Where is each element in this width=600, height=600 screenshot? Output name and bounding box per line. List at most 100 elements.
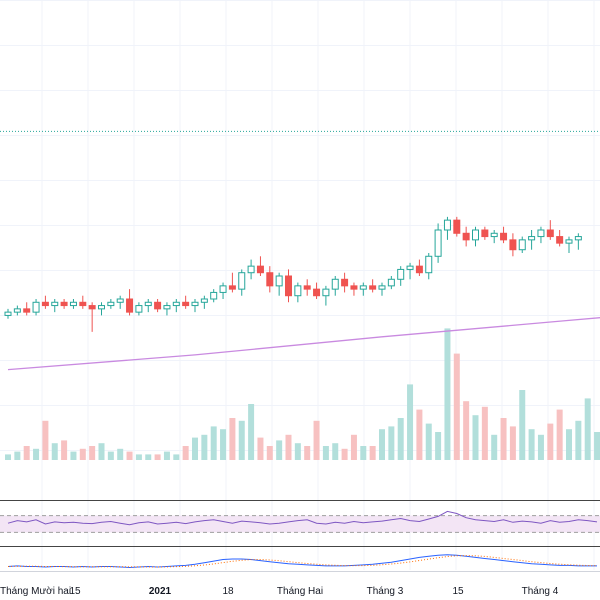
candle-body	[154, 301, 162, 310]
candle[interactable]	[228, 272, 236, 293]
x-tick-label: Tháng 3	[367, 586, 404, 597]
candle[interactable]	[406, 262, 414, 280]
volume-bar	[61, 440, 68, 460]
volume-bar	[444, 328, 451, 460]
volume-bar	[584, 398, 591, 460]
candle-body	[387, 278, 395, 287]
candle[interactable]	[500, 226, 508, 244]
candle-body	[350, 285, 358, 290]
candle[interactable]	[126, 289, 134, 316]
candle[interactable]	[210, 289, 218, 303]
x-tick-label: 15	[452, 586, 464, 597]
candle[interactable]	[135, 302, 143, 316]
volume-bar	[220, 429, 227, 460]
candle[interactable]	[285, 269, 292, 303]
candle[interactable]	[79, 295, 87, 309]
candle[interactable]	[509, 233, 517, 257]
candle[interactable]	[397, 266, 405, 286]
candle[interactable]	[144, 299, 152, 313]
rsi-line	[7, 510, 598, 526]
volume-bar	[23, 446, 30, 460]
candle[interactable]	[69, 299, 77, 309]
volume-bars	[5, 328, 600, 460]
candle[interactable]	[23, 302, 31, 316]
volume-bar	[388, 426, 395, 460]
candle-body	[41, 301, 49, 307]
candle[interactable]	[481, 226, 489, 240]
candle-body	[163, 305, 171, 310]
candle[interactable]	[98, 302, 105, 316]
candle[interactable]	[434, 223, 442, 263]
candle[interactable]	[490, 230, 498, 244]
volume-bar	[238, 420, 245, 460]
candle[interactable]	[238, 269, 246, 296]
volume-bar	[163, 451, 170, 460]
candle[interactable]	[219, 282, 227, 299]
volume-bar	[135, 454, 142, 460]
candle[interactable]	[359, 282, 367, 296]
volume-bar	[304, 446, 311, 460]
candle[interactable]	[387, 276, 395, 290]
candle[interactable]	[303, 279, 311, 296]
macd-pane[interactable]	[7, 554, 598, 569]
candle[interactable]	[565, 236, 573, 253]
candle[interactable]	[518, 236, 526, 253]
volume-bar	[294, 443, 301, 460]
candle-body	[556, 236, 564, 244]
candle[interactable]	[32, 299, 40, 316]
candle[interactable]	[322, 285, 330, 306]
candle[interactable]	[313, 282, 321, 299]
candle[interactable]	[472, 226, 479, 247]
candle[interactable]	[266, 266, 274, 293]
candle[interactable]	[172, 299, 180, 313]
candle[interactable]	[182, 295, 190, 309]
candle-body	[60, 301, 68, 307]
candle[interactable]	[453, 216, 461, 237]
candle[interactable]	[163, 302, 171, 316]
candle[interactable]	[247, 259, 255, 280]
candle[interactable]	[546, 220, 554, 240]
candle[interactable]	[341, 272, 349, 293]
candle[interactable]	[88, 302, 96, 332]
candle[interactable]	[537, 226, 545, 244]
candle[interactable]	[41, 295, 49, 309]
candle[interactable]	[378, 282, 386, 296]
volume-bar	[566, 429, 572, 460]
candle[interactable]	[191, 299, 199, 313]
candle[interactable]	[462, 226, 470, 247]
candle[interactable]	[350, 282, 358, 296]
candle[interactable]	[294, 282, 302, 303]
candle-body	[472, 229, 479, 241]
candle-body	[4, 311, 12, 316]
candle[interactable]	[154, 299, 162, 313]
price-candles[interactable]	[4, 216, 582, 332]
candle[interactable]	[51, 299, 59, 313]
candle[interactable]	[4, 308, 12, 319]
candle[interactable]	[528, 230, 536, 250]
candle[interactable]	[13, 305, 21, 316]
candle-body	[313, 288, 321, 297]
candle[interactable]	[107, 299, 115, 309]
candle-body	[79, 301, 87, 307]
candle[interactable]	[256, 256, 264, 276]
moving-average	[7, 317, 600, 371]
volume-bar	[201, 434, 208, 460]
candle[interactable]	[425, 253, 433, 280]
candle[interactable]	[556, 230, 564, 247]
candle[interactable]	[275, 272, 283, 296]
volume-bar	[313, 420, 320, 460]
x-tick-label: Tháng Mười hai	[0, 586, 71, 597]
candle[interactable]	[443, 216, 451, 240]
candle[interactable]	[574, 233, 582, 250]
candle-body	[359, 285, 367, 290]
candle[interactable]	[415, 259, 423, 276]
candle[interactable]	[116, 295, 124, 309]
volume-bar	[594, 432, 600, 460]
rsi-pane[interactable]	[0, 510, 600, 533]
candle[interactable]	[200, 295, 208, 309]
candle[interactable]	[369, 279, 377, 293]
candle[interactable]	[331, 276, 339, 296]
candle-body	[285, 275, 292, 297]
candle[interactable]	[60, 299, 68, 309]
